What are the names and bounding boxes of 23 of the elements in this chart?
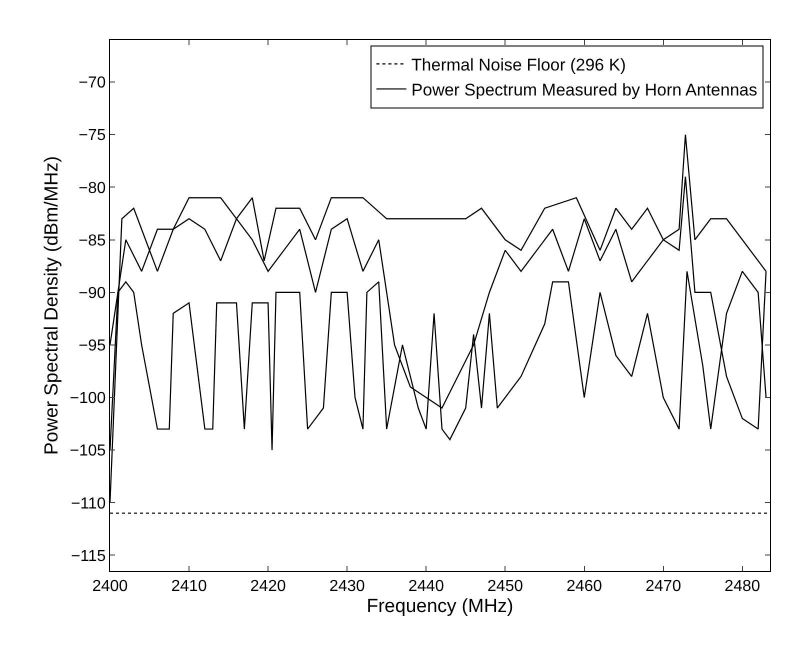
legend-label: Thermal Noise Floor (296 K) <box>411 55 626 74</box>
y-axis-title: Power Spectral Density (dBm/MHz) <box>42 156 63 455</box>
y-tick-label: −85 <box>78 232 106 250</box>
x-tick-label: 2440 <box>408 578 444 596</box>
y-tick-label: −105 <box>70 442 106 460</box>
x-axis-title: Frequency (MHz) <box>366 596 514 617</box>
x-tick-label: 2430 <box>329 578 366 596</box>
x-tick-label: 2480 <box>724 578 760 596</box>
x-tick-label: 2450 <box>487 578 524 596</box>
y-tick-label: −70 <box>78 74 106 92</box>
x-tick-label: 2420 <box>250 578 286 596</box>
y-tick-label: −80 <box>78 180 106 197</box>
x-tick-label: 2470 <box>645 578 682 596</box>
y-tick-label: −100 <box>70 390 106 408</box>
y-tick-label: −95 <box>78 338 106 355</box>
y-tick-label: −90 <box>78 284 106 302</box>
y-tick-label: −75 <box>78 127 106 144</box>
x-tick-label: 2410 <box>171 578 207 596</box>
x-tick-label: 2400 <box>92 578 128 596</box>
y-tick-label: −110 <box>70 495 106 512</box>
legend-label: Power Spectrum Measured by Horn Antennas <box>411 80 758 100</box>
y-tick-label: −115 <box>70 548 106 565</box>
x-tick-label: 2460 <box>566 578 602 596</box>
